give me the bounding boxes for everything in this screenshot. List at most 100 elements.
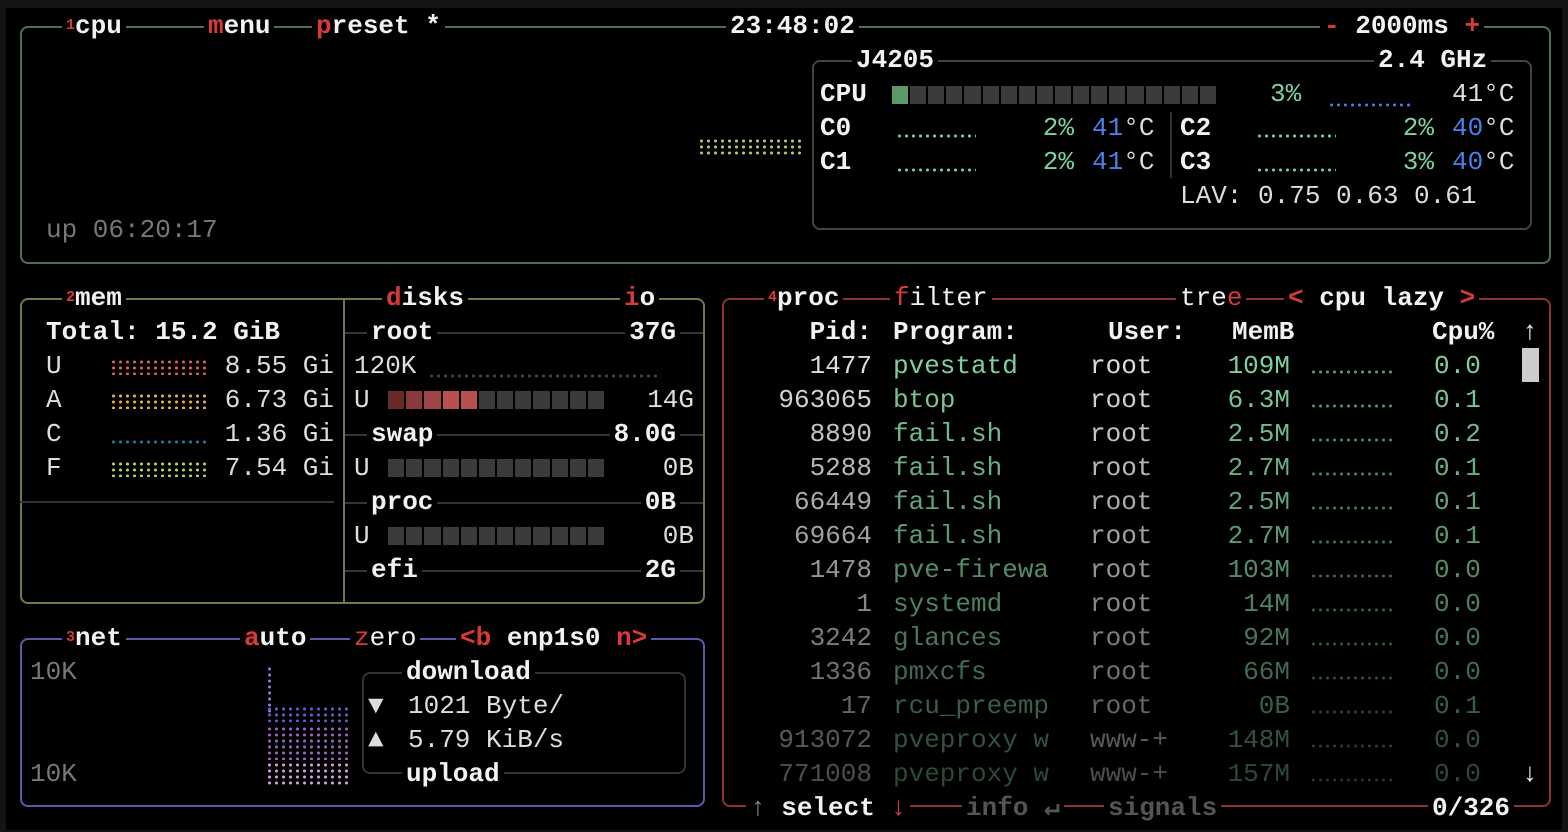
process-mem: 148M	[1227, 725, 1290, 755]
process-cpu-graph	[1310, 777, 1394, 783]
upload-graph	[266, 762, 352, 786]
sort-prev-button[interactable]: <	[1288, 283, 1304, 313]
bar-segment	[442, 527, 459, 545]
mem-total: Total: 15.2 GiB	[46, 317, 281, 347]
bar-segment	[460, 391, 477, 409]
process-row[interactable]: 913072 pveproxy w www-+ 148M 0.0	[740, 723, 1520, 757]
column-pid[interactable]: Pid:	[809, 317, 872, 347]
info-button[interactable]: info ↵	[962, 791, 1064, 825]
disk-name[interactable]: swap	[367, 417, 438, 451]
process-mem: 157M	[1227, 759, 1290, 789]
signals-button[interactable]: signals	[1104, 791, 1222, 825]
select-down-icon: ↓	[890, 793, 907, 823]
cpu-panel-title[interactable]: 1cpu	[62, 9, 126, 43]
filter-button[interactable]: filter	[890, 281, 992, 315]
cpu-title: cpu	[75, 11, 122, 41]
process-cpu: 0.0	[1434, 351, 1481, 381]
process-cpu: 0.1	[1434, 453, 1481, 483]
disk-name[interactable]: root	[367, 315, 438, 349]
process-row[interactable]: 69664 fail.sh root 2.7M 0.1	[740, 519, 1520, 553]
column-cpu[interactable]: Cpu%	[1432, 317, 1495, 347]
bar-segment	[460, 527, 477, 545]
column-program[interactable]: Program:	[893, 317, 1018, 347]
bar-segment	[533, 459, 550, 477]
process-row[interactable]: 1336 pmxcfs root 66M 0.0	[740, 655, 1520, 689]
mem-row-label: U	[46, 351, 62, 381]
proc-panel-title[interactable]: 4proc	[764, 281, 844, 315]
bar-segment	[388, 391, 405, 409]
auto-button[interactable]: auto	[240, 621, 311, 655]
process-cpu: 0.1	[1434, 521, 1481, 551]
next-interface-button[interactable]: n>	[616, 623, 648, 653]
disks-title[interactable]: disks	[382, 281, 469, 315]
process-row[interactable]: 8890 fail.sh root 2.5M 0.2	[740, 417, 1520, 451]
bar-segment	[569, 391, 586, 409]
process-user: root	[1090, 555, 1153, 585]
process-user: root	[1090, 487, 1153, 517]
interval-increase-button[interactable]: +	[1464, 11, 1481, 41]
menu-label: enu	[223, 11, 271, 41]
core-label: C0	[820, 113, 852, 143]
process-row[interactable]: 771008 pveproxy w www-+ 157M 0.0	[740, 757, 1520, 791]
menu-button[interactable]: menu	[204, 9, 275, 43]
net-panel-title[interactable]: 3net	[62, 621, 126, 655]
process-row[interactable]: 1478 pve-firewa root 103M 0.0	[740, 553, 1520, 587]
bar-segment	[1199, 86, 1216, 104]
process-row[interactable]: 1477 pvestatd root 109M 0.0	[740, 349, 1520, 383]
process-row[interactable]: 5288 fail.sh root 2.7M 0.1	[740, 451, 1520, 485]
core-percent: 3%	[1402, 147, 1434, 177]
process-pid: 69664	[793, 521, 872, 551]
disk-name[interactable]: efi	[367, 553, 422, 587]
process-pid: 5288	[809, 453, 872, 483]
mem-disks-divider	[343, 298, 345, 603]
core-percent: 2%	[1042, 113, 1074, 143]
sort-label: cpu lazy	[1319, 283, 1445, 313]
scroll-down-icon[interactable]: ↓	[1522, 759, 1538, 789]
process-cpu: 0.0	[1434, 657, 1481, 687]
prev-interface-button[interactable]: <b	[460, 623, 492, 653]
column-mem[interactable]: MemB	[1232, 317, 1295, 347]
core-temp-value: 41	[1092, 147, 1124, 177]
interval-control[interactable]: - 2000ms +	[1320, 9, 1485, 43]
info-label: info	[966, 793, 1029, 823]
tree-toggle[interactable]: tree	[1176, 281, 1247, 315]
interval-decrease-button[interactable]: -	[1324, 11, 1340, 41]
core-label: C1	[820, 147, 852, 177]
sort-selector[interactable]: < cpu lazy >	[1284, 281, 1480, 315]
process-row[interactable]: 1 systemd root 14M 0.0	[740, 587, 1520, 621]
panel-number: 2	[66, 289, 76, 306]
process-row[interactable]: 17 rcu_preemp root 0B 0.1	[740, 689, 1520, 723]
process-mem: 66M	[1243, 657, 1290, 687]
zero-button[interactable]: zero	[350, 621, 421, 655]
mem-row-value: 1.36 Gi	[224, 419, 334, 449]
mem-panel-title[interactable]: 2mem	[62, 281, 126, 315]
cpu-info-box	[812, 60, 1532, 230]
preset-button[interactable]: preset *	[312, 9, 445, 43]
sort-next-button[interactable]: >	[1459, 283, 1476, 313]
cpu-model: J4205	[852, 43, 939, 77]
process-cpu: 0.0	[1434, 623, 1481, 653]
interface-selector[interactable]: <b enp1s0 n>	[456, 621, 652, 655]
core-percent: 2%	[1402, 113, 1434, 143]
process-row[interactable]: 3242 glances root 92M 0.0	[740, 621, 1520, 655]
disk-name[interactable]: proc	[367, 485, 438, 519]
process-mem: 0B	[1258, 691, 1290, 721]
io-toggle[interactable]: io	[620, 281, 660, 315]
cpu-total-bar	[892, 86, 1216, 104]
process-program: fail.sh	[893, 521, 1003, 551]
column-user[interactable]: User:	[1108, 317, 1187, 347]
process-pid: 3242	[809, 623, 872, 653]
process-program: pveproxy w	[893, 759, 1050, 789]
bar-segment	[478, 459, 496, 477]
bar-segment	[497, 391, 514, 409]
scrollbar-thumb[interactable]	[1522, 348, 1539, 382]
process-row[interactable]: 66449 fail.sh root 2.5M 0.1	[740, 485, 1520, 519]
download-rate: 1021 Byte/	[408, 691, 565, 721]
process-mem: 14M	[1243, 589, 1290, 619]
core-temp-unit: °C	[1483, 147, 1515, 177]
select-control[interactable]: ↑ select ↓	[746, 791, 911, 825]
scroll-up-icon[interactable]: ↑	[1522, 317, 1538, 347]
process-program: pmxcfs	[893, 657, 987, 687]
proc-title: proc	[777, 283, 840, 313]
process-row[interactable]: 963065 btop root 6.3M 0.1	[740, 383, 1520, 417]
